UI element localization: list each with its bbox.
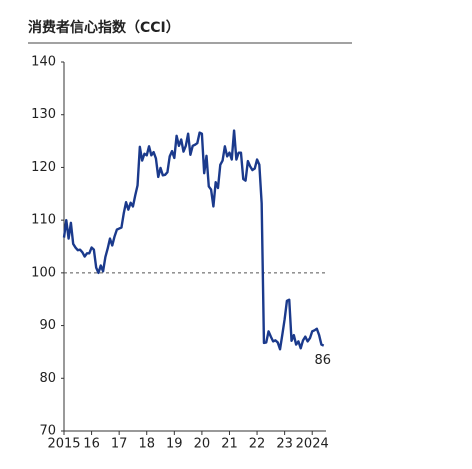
x-tick-label: 2015: [47, 437, 80, 452]
y-tick-label: 130: [31, 107, 56, 122]
x-tick-label: 21: [221, 437, 238, 452]
series-line: [62, 129, 325, 351]
x-tick-label: 17: [111, 437, 128, 452]
x-tick-label: 23: [276, 437, 293, 452]
y-tick-label: 80: [39, 371, 56, 386]
x-tick-label: 20: [194, 437, 211, 452]
x-tick-label: 19: [166, 437, 183, 452]
x-tick-label: 16: [83, 437, 100, 452]
y-tick-label: 120: [31, 160, 56, 175]
x-tick-label: 18: [138, 437, 155, 452]
x-tick-label: 2024: [296, 437, 329, 452]
x-tick-label: 22: [249, 437, 266, 452]
chart-title: 消费者信心指数（CCI）: [28, 19, 180, 36]
y-tick-label: 100: [31, 265, 56, 280]
y-tick-label: 90: [39, 318, 56, 333]
annotation: 86: [314, 353, 331, 368]
y-tick-label: 70: [39, 424, 56, 439]
y-tick-label: 140: [31, 55, 56, 70]
y-tick-label: 110: [31, 213, 56, 228]
